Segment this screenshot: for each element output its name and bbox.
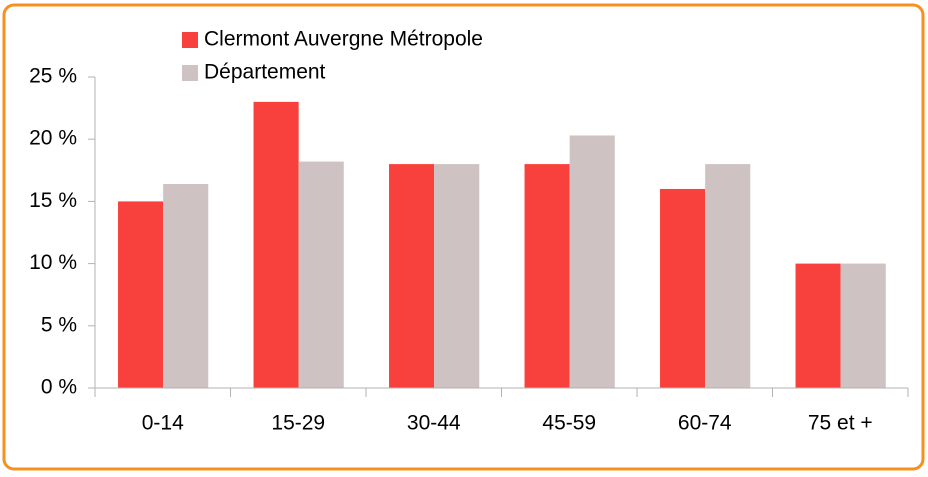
bar bbox=[118, 201, 164, 388]
bar bbox=[524, 164, 570, 388]
bar bbox=[569, 135, 615, 388]
bar bbox=[660, 188, 706, 388]
x-tick-label: 0-14 bbox=[142, 412, 184, 435]
bar bbox=[253, 101, 299, 388]
bar bbox=[298, 161, 344, 388]
x-tick-label: 15-29 bbox=[271, 412, 325, 435]
bar bbox=[705, 164, 751, 388]
bar bbox=[434, 164, 480, 388]
legend-swatch bbox=[182, 65, 198, 81]
x-tick-label: 60-74 bbox=[678, 412, 732, 435]
bar bbox=[163, 183, 209, 388]
legend-swatch bbox=[182, 32, 198, 48]
bar bbox=[795, 263, 841, 388]
y-tick-label: 25 % bbox=[29, 65, 77, 88]
x-tick-label: 30-44 bbox=[407, 412, 461, 435]
x-tick-label: 45-59 bbox=[542, 412, 596, 435]
bar bbox=[389, 164, 435, 388]
y-tick-label: 5 % bbox=[41, 313, 77, 336]
y-tick-label: 10 % bbox=[29, 251, 77, 274]
legend-label: Clermont Auvergne Métropole bbox=[204, 28, 483, 51]
x-tick-label: 75 et + bbox=[808, 412, 873, 435]
bar bbox=[840, 263, 886, 388]
y-tick-label: 15 % bbox=[29, 189, 77, 212]
legend-label: Département bbox=[204, 61, 326, 84]
y-tick-label: 20 % bbox=[29, 127, 77, 150]
y-tick-label: 0 % bbox=[41, 376, 77, 399]
